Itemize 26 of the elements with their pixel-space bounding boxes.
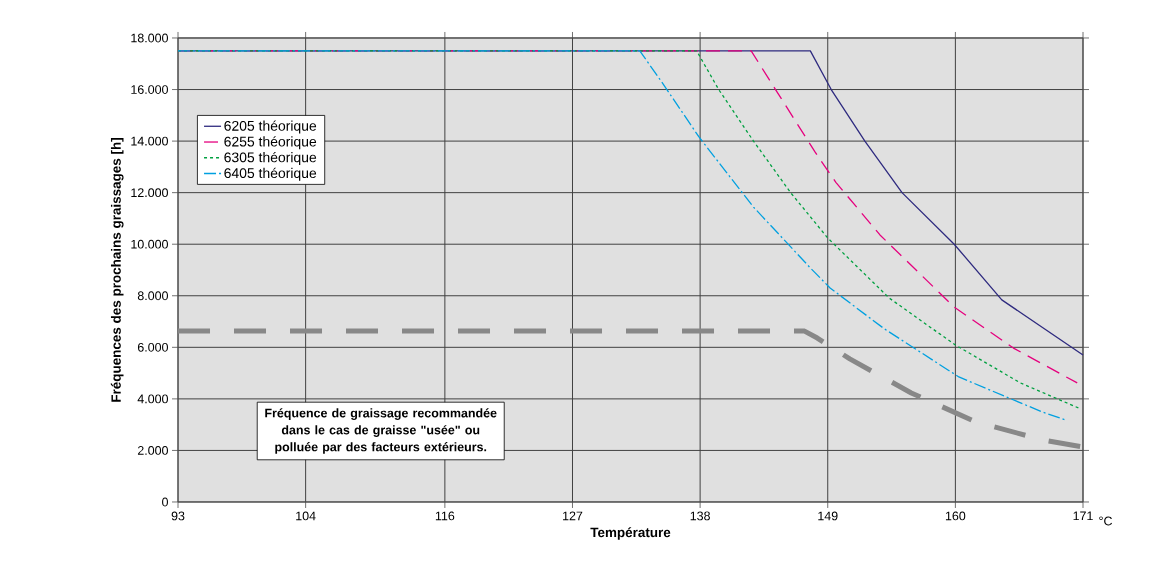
- y-axis-title: Fréquences des prochains graissages [h]: [110, 138, 124, 402]
- legend-label: 6305 théorique: [224, 151, 317, 166]
- annotation: Fréquence de graissage recommandée dans le cas de graisse "usée" ou polluée par des facteurs extérieurs.: [265, 408, 497, 454]
- x-tick-label: 93: [171, 511, 185, 521]
- x-tick-label: 138: [690, 511, 710, 521]
- legend-label: 6405 théorique: [224, 167, 317, 181]
- x-tick-label: 149: [818, 511, 838, 521]
- y-tick-label: 14.000: [131, 136, 168, 146]
- x-tick-label: 160: [945, 511, 966, 521]
- y-tick-label: 0: [162, 497, 168, 507]
- text: °C: [1099, 516, 1113, 526]
- x-tick-label: 104: [296, 511, 316, 521]
- legend-label: 6205 théorique: [224, 120, 317, 134]
- y-tick-label: 8.000: [137, 291, 168, 301]
- y-tick-label: 18.000: [131, 33, 168, 43]
- y-tick-label: 12.000: [131, 188, 168, 198]
- x-axis-title: Température: [590, 527, 671, 540]
- y-tick-label: 6.000: [137, 342, 168, 352]
- x-tick-label: 116: [435, 511, 455, 521]
- y-tick-label: 10.000: [131, 239, 168, 249]
- y-tick-label: 4.000: [137, 394, 168, 404]
- y-tick-label: 16.000: [131, 85, 168, 94]
- x-tick-label: 127: [563, 511, 583, 521]
- y-tick-label: 2.000: [137, 446, 168, 455]
- legend-label: 6255 théorique: [224, 136, 317, 150]
- x-tick-label: 171: [1073, 511, 1093, 521]
